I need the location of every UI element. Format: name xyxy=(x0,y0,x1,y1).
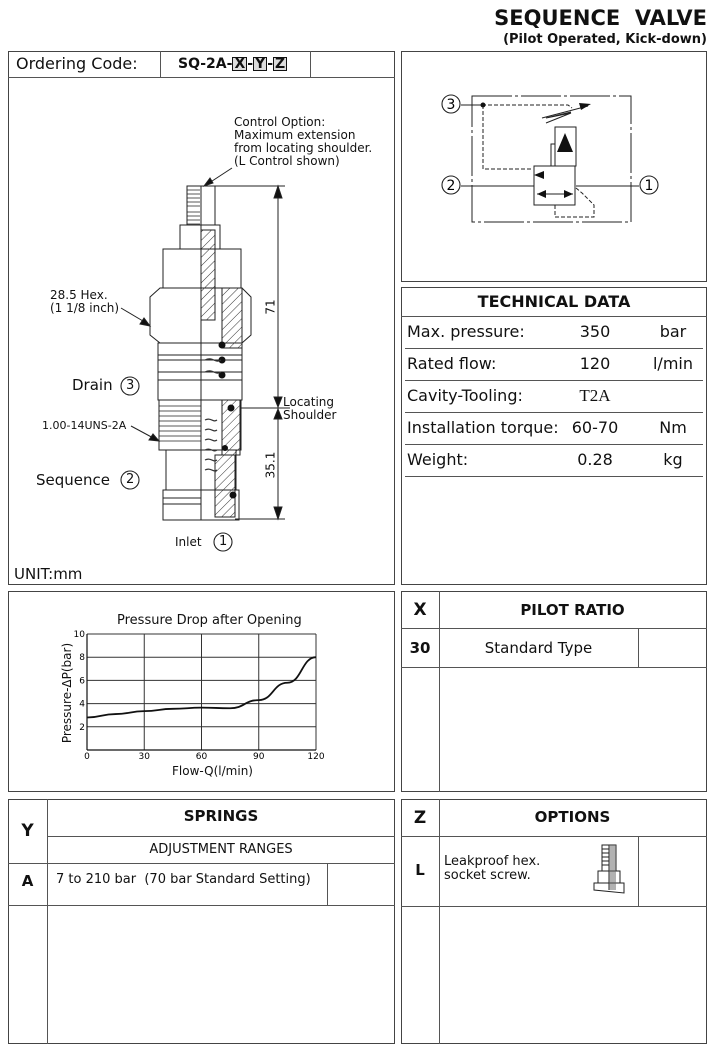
options-column: Z xyxy=(413,808,427,828)
tech-label: Installation torque: xyxy=(407,418,559,437)
y-tick-label: 8 xyxy=(79,653,85,663)
page-title: SEQUENCE VALVE xyxy=(494,6,707,30)
row-divider xyxy=(405,444,703,445)
options-desc: Leakproof hex. socket screw. xyxy=(444,855,540,883)
chart-xlabel: Flow-Q(l/min) xyxy=(172,764,253,778)
drain-label: Drain xyxy=(72,376,113,394)
control-option-note: Control Option: Maximum extension from l… xyxy=(234,116,372,168)
y-tick-label: 6 xyxy=(79,676,85,686)
shoulder-line: Shoulder xyxy=(283,408,337,422)
tech-value: 120 xyxy=(579,354,611,373)
port-2-number: 2 xyxy=(447,178,456,194)
pilot-ratio-panel xyxy=(401,591,707,792)
port-3-number: 3 xyxy=(447,97,456,113)
options-title: OPTIONS xyxy=(534,808,611,826)
x-tick-label: 60 xyxy=(196,752,208,762)
valve-cross-section xyxy=(120,167,290,552)
chart-title: Pressure Drop after Opening xyxy=(117,613,302,628)
row-divider xyxy=(405,476,703,477)
pilot-ratio-column: X xyxy=(413,600,427,620)
y-tick-label: 10 xyxy=(74,630,86,640)
pilot-ratio-desc: Standard Type xyxy=(484,639,593,657)
note-line: (L Control shown) xyxy=(234,154,340,168)
x-tick-label: 0 xyxy=(84,752,90,762)
y-tick-label: 2 xyxy=(79,723,85,733)
unit-label: UNIT:mm xyxy=(14,565,83,583)
symbol-panel xyxy=(401,51,707,282)
dimension-35-1: 35.1 xyxy=(263,451,278,479)
ordering-code: SQ-2A- X - Y - Z xyxy=(178,56,288,72)
drawing-panel xyxy=(8,51,395,585)
tech-unit: bar xyxy=(659,322,687,341)
drain-port-number: 3 xyxy=(126,378,135,393)
note-line: Control Option: xyxy=(234,115,326,129)
technical-data-panel xyxy=(401,287,707,585)
note-line: from locating shoulder. xyxy=(234,141,373,155)
tech-label: Weight: xyxy=(407,450,469,469)
sep: - xyxy=(267,56,274,72)
tech-label: Cavity-Tooling: xyxy=(407,386,523,405)
technical-data-title: TECHNICAL DATA xyxy=(477,292,631,311)
hydraulic-symbol: 3 2 1 xyxy=(441,94,659,223)
row-divider xyxy=(405,412,703,413)
x-tick-label: 120 xyxy=(307,752,324,762)
hex-size: 28.5 Hex. xyxy=(50,288,108,302)
ordering-z: Z xyxy=(273,56,288,72)
springs-desc: 7 to 210 bar (70 bar Standard Setting) xyxy=(56,872,311,887)
sep: - xyxy=(247,56,254,72)
tech-value: 60-70 xyxy=(571,418,619,437)
pressure-drop-chart: 0 30 60 90 120 2 4 6 8 10 xyxy=(74,630,325,762)
ordering-code-label: Ordering Code: xyxy=(16,54,138,73)
dimension-71: 71 xyxy=(263,299,278,315)
tech-unit: kg xyxy=(663,450,683,469)
springs-title: SPRINGS xyxy=(183,807,259,825)
tech-value: T2A xyxy=(579,386,611,405)
note-line: Maximum extension xyxy=(234,128,356,142)
springs-column: Y xyxy=(21,821,34,841)
springs-code: A xyxy=(21,872,34,890)
pilot-ratio-title: PILOT RATIO xyxy=(520,601,625,619)
row-divider xyxy=(405,380,703,381)
inlet-label: Inlet xyxy=(175,535,202,549)
x-tick-label: 90 xyxy=(253,752,265,762)
locating-line: Locating xyxy=(283,395,335,409)
thread-label: 1.00-14UNS-2A xyxy=(42,419,127,432)
tech-label: Max. pressure: xyxy=(407,322,525,341)
options-desc-line: socket screw. xyxy=(444,868,531,883)
leakproof-screw-icon xyxy=(593,844,625,894)
options-desc-line: Leakproof hex. xyxy=(444,854,541,869)
y-tick-label: 4 xyxy=(79,700,85,710)
options-panel xyxy=(401,799,707,1044)
hex-size-inch: (1 1/8 inch) xyxy=(50,301,120,315)
ordering-x: X xyxy=(232,56,248,72)
sequence-label: Sequence xyxy=(36,471,110,489)
page-subtitle: (Pilot Operated, Kick-down) xyxy=(503,32,707,47)
sequence-port-number: 2 xyxy=(126,472,135,487)
ordering-y: Y xyxy=(253,56,268,72)
springs-subtitle: ADJUSTMENT RANGES xyxy=(149,842,293,857)
springs-panel xyxy=(8,799,395,1044)
pilot-ratio-code: 30 xyxy=(409,639,431,657)
hex-label: 28.5 Hex. (1 1/8 inch) xyxy=(50,289,119,315)
tech-label: Rated flow: xyxy=(407,354,497,373)
chart-panel xyxy=(8,591,395,792)
row-divider xyxy=(405,348,703,349)
port-1-number: 1 xyxy=(645,178,654,194)
inlet-port-number: 1 xyxy=(219,534,228,549)
tech-value: 350 xyxy=(579,322,611,341)
tech-unit: l/min xyxy=(652,354,693,373)
locating-shoulder-label: Locating Shoulder xyxy=(283,396,336,422)
ordering-prefix: SQ-2A- xyxy=(178,56,233,72)
options-code: L xyxy=(415,861,425,879)
x-tick-label: 30 xyxy=(139,752,151,762)
tech-value: 0.28 xyxy=(577,450,613,469)
tech-unit: Nm xyxy=(659,418,687,437)
